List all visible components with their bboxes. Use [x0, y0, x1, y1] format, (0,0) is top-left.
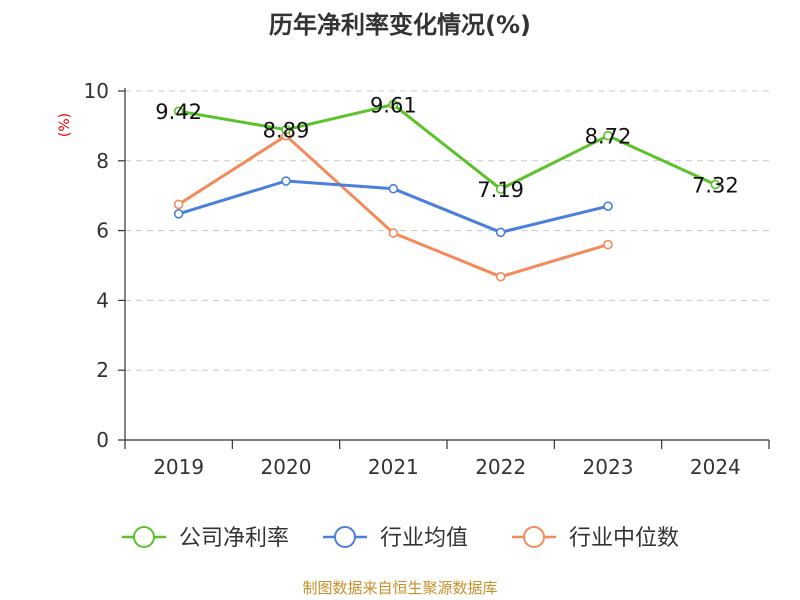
data-label: 8.72	[585, 125, 632, 149]
legend-label: 公司净利率	[179, 526, 289, 551]
series-line	[178, 103, 716, 191]
data-label: 8.89	[263, 119, 310, 143]
data-point	[495, 184, 506, 194]
y-tick-label: 2	[96, 358, 109, 382]
legend-marker	[133, 526, 155, 548]
data-point	[173, 199, 184, 210]
series-lines	[173, 99, 721, 282]
source-note: 制图数据来自恒生聚源数据库	[302, 579, 497, 597]
data-point	[495, 227, 506, 238]
legend-label: 行业均值	[380, 526, 468, 551]
x-tick-label: 2019	[153, 455, 204, 479]
y-tick-label: 10	[84, 79, 109, 103]
legend-marker	[523, 526, 545, 548]
data-labels: 9.42 8.89 9.61 7.19 8.72 7.32	[155, 94, 738, 202]
data-point	[603, 239, 613, 250]
data-point	[603, 201, 613, 211]
gridlines	[125, 90, 769, 371]
data-label: 7.19	[477, 178, 524, 202]
y-tick-label: 8	[96, 149, 109, 173]
legend: 公司净利率 行业均值 行业中位数	[122, 526, 679, 551]
data-point	[281, 124, 291, 135]
legend-label: 行业中位数	[569, 526, 679, 551]
data-point	[603, 130, 613, 141]
data-label: 7.32	[692, 174, 739, 198]
x-tick-label: 2020	[261, 455, 312, 479]
axes: 0 2 4 6 8 10 2019 2020 2021 2022 2023 2024	[84, 79, 770, 479]
y-tick-label: 6	[96, 219, 109, 243]
y-tick-label: 0	[96, 428, 109, 452]
data-point	[710, 179, 721, 190]
data-point	[388, 228, 399, 238]
x-tick-label: 2023	[583, 455, 634, 479]
data-point	[495, 271, 506, 282]
x-tick-label: 2021	[368, 455, 419, 479]
data-point	[173, 209, 184, 219]
x-tick-label: 2022	[475, 455, 526, 479]
data-point	[173, 106, 184, 117]
data-label: 9.61	[370, 94, 417, 118]
series-line	[177, 134, 609, 279]
data-point	[388, 183, 399, 194]
y-tick-label: 4	[96, 288, 109, 312]
data-label: 9.42	[155, 100, 202, 124]
data-point	[281, 176, 291, 186]
legend-marker	[334, 526, 356, 548]
chart-title: 历年净利率变化情况(%)	[269, 11, 531, 39]
data-point	[388, 99, 399, 110]
x-tick-label: 2024	[690, 455, 741, 479]
y-axis-unit-label: (%)	[57, 113, 73, 137]
